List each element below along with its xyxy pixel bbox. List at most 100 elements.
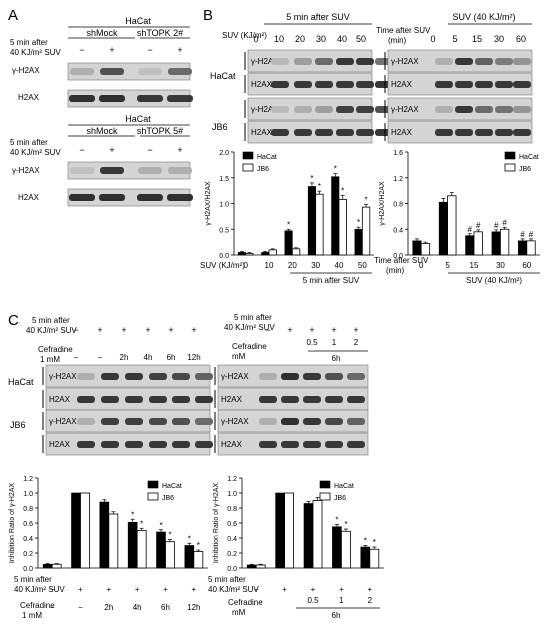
cefradine-label-c4: Cefradine <box>228 598 263 607</box>
blot-band <box>271 129 289 136</box>
min5-after-suv-header: 5 min after SUV <box>286 12 350 22</box>
blot-band <box>195 441 213 448</box>
cefradine-time: − <box>50 603 55 612</box>
y-tick-label: 2.0 <box>219 150 229 157</box>
y-axis-label: γ-H2AX/H2AX <box>379 181 386 226</box>
blot-band <box>356 129 374 136</box>
blot-band <box>294 129 312 136</box>
bar-hacat <box>438 201 448 256</box>
significance-mark: * <box>341 186 344 195</box>
bar-hacat <box>127 521 138 569</box>
blot-row-label-h2ax: H2AX <box>221 395 243 404</box>
blot-row-label-h2ax: H2AX <box>18 193 40 202</box>
blot-band <box>325 441 343 448</box>
bar-hacat <box>261 252 270 256</box>
treatment-sign: + <box>121 325 126 335</box>
bar-jb6 <box>447 195 457 256</box>
blot-band <box>281 441 299 448</box>
blot-band <box>100 68 124 75</box>
bar-jb6 <box>255 564 266 569</box>
blot-band <box>356 106 374 113</box>
cefradine-dose: 1 <box>339 596 344 605</box>
x-tick-label: 50 <box>358 261 367 270</box>
blot-band <box>336 81 354 88</box>
significance-mark: # <box>502 218 507 227</box>
treatment-sign: − <box>50 585 55 594</box>
blot-band <box>172 396 190 403</box>
time-unit-label: (min) <box>388 36 407 45</box>
treatment-sign: + <box>109 45 114 55</box>
treatment-sign: − <box>147 145 152 155</box>
y-tick-label: 0.4 <box>23 536 33 543</box>
treatment-sign: + <box>163 585 168 594</box>
blot-row-label-gh2ax: γ-H2AX <box>49 372 77 381</box>
blot-band <box>455 81 473 88</box>
blot-band <box>172 418 190 425</box>
bar-jb6 <box>420 243 431 256</box>
blot-row-label-h2ax: H2AX <box>49 395 71 404</box>
treatment-sign: + <box>97 325 102 335</box>
blot-band <box>347 396 365 403</box>
treatment-sign: + <box>177 145 182 155</box>
bar-jb6 <box>369 548 380 569</box>
y-tick-label: 0.8 <box>393 202 403 209</box>
blot-row-label-h2ax: H2AX <box>391 80 413 89</box>
y-tick-label: 0.6 <box>227 521 237 528</box>
blot-band <box>513 106 531 113</box>
treatment-sign: + <box>135 585 140 594</box>
bar-hacat <box>99 501 110 569</box>
panel-label-c: C <box>8 312 19 329</box>
bar-hacat <box>71 492 81 569</box>
y-tick-label: 1.0 <box>219 202 229 209</box>
x-tick-label: 0 <box>419 261 424 270</box>
blot-row-label-gh2ax: γ-H2AX <box>251 57 279 66</box>
y-tick-label: 0.8 <box>227 506 237 513</box>
blot-band <box>259 441 277 448</box>
legend-label-jb6: JB6 <box>519 166 531 173</box>
treatment-sign: + <box>78 585 83 594</box>
blot-band <box>356 58 374 65</box>
bar-jb6 <box>361 206 371 256</box>
chart-b-time: 0.00.40.81.21.6γ-H2AX/H2AX# # # ## #HaCatJB6… <box>374 150 540 285</box>
blot-band <box>101 373 119 380</box>
time-6h-label: 6h <box>332 354 341 363</box>
cefradine-label-c1: Cefradine <box>38 345 73 354</box>
blot-band <box>77 373 95 380</box>
y-axis-label: Inhibition Ratio of γ-H2AX <box>213 483 220 563</box>
y-tick-label: 0.2 <box>23 551 33 558</box>
significance-mark: # <box>529 230 534 239</box>
bar-jb6 <box>51 563 62 569</box>
cefradine-time: 12h <box>187 353 200 362</box>
legend-swatch-hacat <box>319 480 331 489</box>
cefradine-time: − <box>74 353 79 362</box>
panel-b-blots: 5 min after SUV SUV (KJ/m²) 0 10 20 30 40 50 … <box>210 12 533 144</box>
bar-jb6 <box>193 551 204 569</box>
significance-mark: # <box>476 221 481 230</box>
treatment-sign: + <box>331 325 336 335</box>
blot-band <box>77 441 95 448</box>
x-axis-label: SUV (KJ/m²) <box>200 261 245 270</box>
legend-swatch-hacat <box>242 151 254 160</box>
blot-band <box>475 106 493 113</box>
significance-mark: * <box>310 174 313 183</box>
blot-band <box>271 106 289 113</box>
significance-mark: # <box>494 221 499 230</box>
legend-label-hacat: HaCat <box>257 154 277 161</box>
suv-dose-label-c2: 40 KJ/m² SUV <box>224 323 275 332</box>
blot-band <box>149 396 167 403</box>
blot-band <box>336 129 354 136</box>
treatment-sign: + <box>191 585 196 594</box>
treatment-sign: − <box>73 325 78 335</box>
cefradine-time: 2h <box>120 353 129 362</box>
y-tick-label: 0.0 <box>23 566 33 573</box>
y-tick-label: 1.2 <box>227 476 237 483</box>
cefradine-label-c2: Cefradine <box>232 342 267 351</box>
blot-band <box>347 418 365 425</box>
blot-band <box>195 418 213 425</box>
cell-line-hacat-c: HaCat <box>8 377 34 387</box>
treatment-sign: + <box>282 585 287 594</box>
blot-row-label-gh2ax: γ-H2AX <box>221 372 249 381</box>
significance-mark: * <box>287 220 290 229</box>
cefradine-dose-label-c3: 1 mM <box>22 611 42 620</box>
blot-band <box>281 373 299 380</box>
